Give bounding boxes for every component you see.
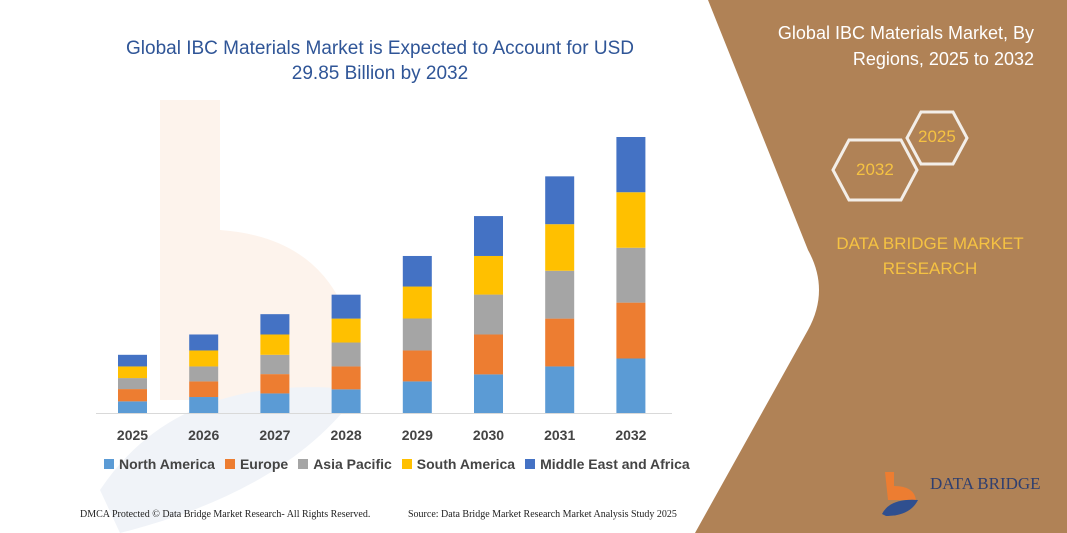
bar-segment-2031-north-america: [545, 366, 575, 413]
bar-segment-2031-middle-east-and-africa: [545, 176, 575, 225]
x-tick-label: 2031: [544, 427, 575, 443]
legend: North America Europe Asia Pacific South Ame…: [104, 456, 690, 472]
hex-label-2032: 2032: [856, 160, 894, 179]
x-tick-label: 2027: [259, 427, 290, 443]
hexagon-2025: [905, 110, 969, 166]
bar-segment-2029-south-america: [402, 286, 432, 319]
legend-label: Asia Pacific: [313, 456, 392, 472]
legend-item: South America: [401, 456, 516, 472]
bar-segment-2025-south-america: [118, 366, 147, 379]
x-tick-label: 2026: [188, 427, 219, 443]
bar-segment-2026-north-america: [189, 397, 219, 413]
legend-swatch: [525, 459, 536, 469]
bar-segment-2032-europe: [616, 302, 646, 359]
footer-source: Source: Data Bridge Market Research Mark…: [408, 509, 677, 520]
x-tick-label: 2030: [473, 427, 504, 443]
bar-segment-2027-south-america: [260, 334, 290, 355]
x-tick-label: 2032: [615, 427, 646, 443]
side-panel-title: Global IBC Materials Market, By Regions,…: [777, 23, 1034, 69]
legend-item: Asia Pacific: [298, 456, 392, 472]
legend-swatch: [401, 459, 412, 469]
bar-segment-2027-north-america: [260, 393, 290, 413]
bar-segment-2029-middle-east-and-africa: [402, 255, 432, 287]
bar-segment-2030-north-america: [474, 374, 503, 413]
bar-segment-2025-middle-east-and-africa: [118, 354, 147, 367]
bar-segment-2032-asia-pacific: [616, 247, 646, 303]
bar-segment-2031-south-america: [545, 224, 575, 271]
legend-label: South America: [416, 456, 516, 472]
legend-label: North America: [119, 456, 215, 472]
bar-segment-2032-middle-east-and-africa: [616, 137, 646, 193]
legend-swatch: [104, 459, 114, 469]
bar-segment-2026-europe: [189, 381, 219, 398]
bar-segment-2025-europe: [118, 389, 147, 402]
bar-segment-2026-middle-east-and-africa: [189, 334, 219, 351]
bar-segment-2030-europe: [474, 334, 503, 375]
legend-item: Europe: [224, 456, 289, 472]
bar-segment-2031-europe: [545, 318, 575, 367]
bar-segment-2030-middle-east-and-africa: [474, 216, 503, 256]
legend-item: Middle East and Africa: [525, 456, 690, 472]
legend-label: Middle East and Africa: [540, 456, 690, 472]
chart-title: Global IBC Materials Market is Expected …: [126, 38, 634, 84]
stacked-bar-chart: 2025 2026 2027 2028 2029 2030 2031 2032: [96, 137, 672, 443]
logo-text: DATA BRIDGE: [930, 474, 1041, 493]
x-tick-label: 2029: [402, 427, 433, 443]
bar-segment-2028-middle-east-and-africa: [331, 294, 361, 319]
bar-segment-2025-asia-pacific: [118, 378, 147, 390]
footer-copyright: DMCA Protected © Data Bridge Market Rese…: [80, 509, 371, 520]
legend-swatch: [298, 459, 309, 469]
bar-segment-2025-north-america: [118, 401, 147, 413]
bar-segment-2027-asia-pacific: [260, 354, 290, 375]
hexagon-2032: [831, 138, 919, 202]
bar-segment-2028-north-america: [331, 389, 361, 413]
bar-segment-2026-south-america: [189, 350, 219, 367]
bar-segment-2028-europe: [331, 366, 361, 390]
bar-segment-2027-europe: [260, 374, 290, 394]
bar-segment-2031-asia-pacific: [545, 270, 575, 319]
bar-segment-2027-middle-east-and-africa: [260, 314, 290, 335]
bar-segment-2032-north-america: [616, 358, 646, 413]
legend-swatch: [224, 459, 235, 469]
brand-text: DATA BRIDGE MARKET RESEARCH: [836, 234, 1024, 278]
legend-item: North America: [104, 456, 215, 472]
bar-segment-2032-south-america: [616, 192, 646, 248]
bar-segment-2030-asia-pacific: [474, 294, 503, 335]
bar-segment-2029-asia-pacific: [402, 318, 432, 351]
bar-segment-2028-south-america: [331, 318, 361, 343]
bar-segment-2029-europe: [402, 350, 432, 382]
bar-segment-2026-asia-pacific: [189, 366, 219, 382]
x-tick-label: 2028: [331, 427, 362, 443]
bar-segment-2029-north-america: [402, 381, 432, 413]
bar-segment-2030-south-america: [474, 255, 503, 295]
hex-label-2025: 2025: [918, 127, 956, 146]
bar-segment-2028-asia-pacific: [331, 342, 361, 367]
legend-label: Europe: [239, 456, 289, 472]
x-tick-label: 2025: [117, 427, 148, 443]
data-bridge-logo-icon: [882, 472, 918, 516]
